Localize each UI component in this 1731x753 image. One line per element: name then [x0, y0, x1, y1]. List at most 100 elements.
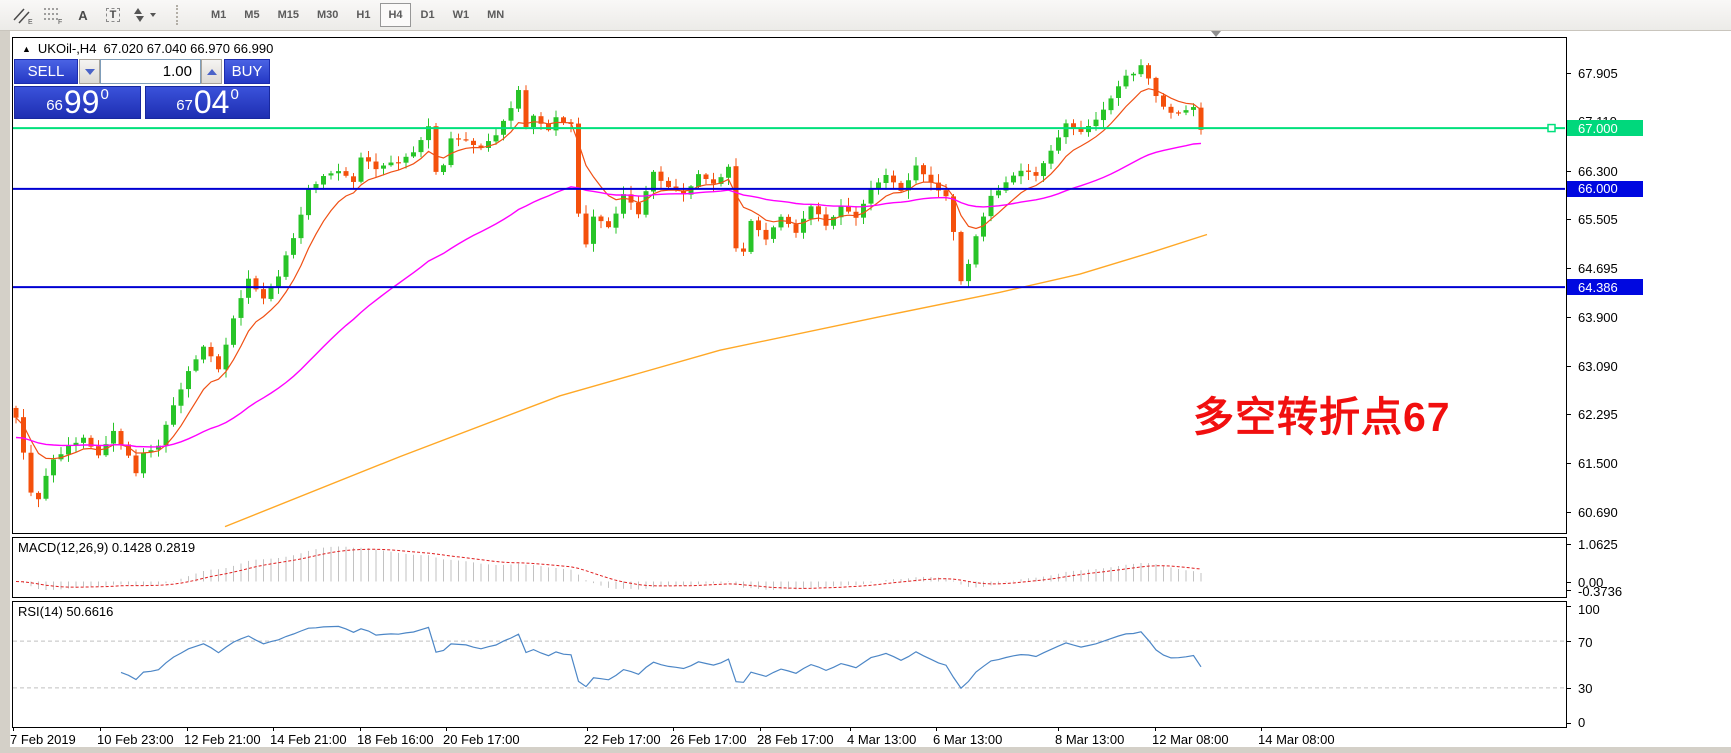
timeframe-button-M30[interactable]: M30 — [316, 9, 339, 21]
price-tick-label: 61.500 — [1578, 455, 1618, 471]
chart-annotation: 多空转折点67 — [1193, 394, 1451, 440]
rsi-tick-mark — [1567, 641, 1571, 643]
volume-increase-button[interactable] — [201, 59, 222, 84]
time-tick-label: 18 Feb 16:00 — [357, 732, 434, 747]
buy-price-button[interactable]: 67 04 0 — [145, 86, 270, 119]
time-tick-mark — [850, 727, 851, 731]
rsi-tick-label: 30 — [1578, 681, 1593, 697]
time-tick-label: 4 Mar 13:00 — [847, 732, 917, 747]
window-bottom-edge — [0, 747, 1731, 753]
timeframe-button-H1[interactable]: H1 — [356, 9, 371, 21]
price-tick-mark — [1567, 316, 1571, 318]
toolbar-separator — [176, 5, 178, 25]
time-tick-label: 8 Mar 13:00 — [1055, 732, 1125, 747]
sell-price-button[interactable]: 66 99 0 — [14, 86, 141, 119]
rsi-tick-label: 100 — [1578, 602, 1600, 617]
macd-tick-label: -0.3736 — [1578, 584, 1623, 599]
time-tick-mark — [936, 727, 937, 731]
price-tick-label: 67.905 — [1578, 66, 1618, 81]
fibonacci-retracement-tool[interactable]: F — [40, 3, 66, 27]
macd-pane[interactable] — [12, 537, 1567, 598]
rsi-pane[interactable] — [12, 601, 1567, 728]
price-tick-label: 60.690 — [1578, 505, 1618, 520]
time-tick-mark — [187, 727, 188, 731]
timeframe-toolbar: M1 M5 M15 M30 H1 H4 D1 W1 MN — [202, 3, 513, 27]
time-tick-label: 20 Feb 17:00 — [443, 732, 520, 747]
arrow-tools[interactable] — [130, 3, 160, 27]
timeframe-button-M5[interactable]: M5 — [244, 9, 260, 21]
price-tick-label: 66.300 — [1578, 163, 1618, 179]
rsi-tick-mark — [1567, 606, 1571, 607]
time-tick-mark — [587, 727, 588, 731]
buy-button[interactable]: BUY — [224, 59, 270, 84]
chart-title: ▲ UKOil-,H4 67.020 67.040 66.970 66.990 — [22, 41, 273, 56]
price-level-badge: 66.000 — [1567, 180, 1643, 197]
macd-tick-label: 1.0625 — [1578, 537, 1618, 552]
triangle-up-icon — [206, 68, 217, 75]
time-tick-label: 26 Feb 17:00 — [670, 732, 747, 747]
triangle-down-icon — [84, 68, 95, 75]
time-tick-mark — [760, 727, 761, 731]
svg-text:E: E — [28, 19, 33, 25]
sell-price-whole: 66 — [46, 97, 63, 114]
timeframe-button-M15[interactable]: M15 — [277, 9, 299, 21]
collapse-arrow-icon: ▲ — [22, 43, 31, 54]
chart-shift-marker — [1211, 31, 1221, 37]
buy-price-whole: 67 — [176, 97, 193, 114]
rsi-tick-mark — [1567, 687, 1571, 689]
timeframe-button-D1[interactable]: D1 — [420, 9, 435, 21]
price-tick-label: 63.900 — [1578, 309, 1618, 325]
equidistant-channel-tool[interactable]: E — [10, 3, 36, 27]
time-tick-mark — [100, 727, 101, 731]
time-tick-mark — [1155, 727, 1156, 731]
price-tick-label: 62.295 — [1578, 407, 1618, 423]
window-left-edge — [0, 31, 10, 753]
time-tick-label: 14 Mar 08:00 — [1258, 732, 1335, 747]
price-level-badge: 67.000 — [1567, 120, 1643, 137]
time-tick-mark — [1261, 727, 1262, 731]
time-tick-mark — [673, 727, 674, 731]
macd-tick-mark — [1567, 590, 1571, 591]
time-tick-label: 12 Mar 08:00 — [1152, 732, 1229, 747]
macd-indicator-label: MACD(12,26,9) 0.1428 0.2819 — [18, 540, 196, 555]
macd-tick-mark — [1567, 543, 1571, 545]
price-tick-mark — [1567, 365, 1571, 367]
time-tick-mark — [13, 727, 14, 731]
price-tick-label: 63.090 — [1578, 358, 1618, 374]
time-tick-mark — [273, 727, 274, 731]
rsi-tick-mark — [1567, 723, 1571, 724]
time-tick-label: 6 Mar 13:00 — [933, 732, 1003, 747]
rsi-tick-label: 0 — [1578, 715, 1586, 730]
rsi-tick-label: 70 — [1578, 634, 1593, 650]
sell-price-fraction: 0 — [100, 86, 109, 103]
timeframe-button-M1[interactable]: M1 — [211, 9, 227, 21]
timeframe-button-W1[interactable]: W1 — [452, 9, 470, 21]
time-tick-mark — [1058, 727, 1059, 731]
symbol-period-label: UKOil-,H4 — [37, 41, 97, 56]
price-tick-mark — [1567, 512, 1571, 513]
price-tick-mark — [1567, 268, 1571, 270]
time-tick-label: 22 Feb 17:00 — [584, 732, 661, 747]
timeframe-button-H4[interactable]: H4 — [380, 3, 411, 27]
time-tick-label: 10 Feb 23:00 — [97, 732, 174, 747]
text-label-tool[interactable]: T — [100, 3, 126, 27]
timeframe-button-MN[interactable]: MN — [487, 9, 505, 21]
time-tick-mark — [360, 727, 361, 731]
time-tick-mark — [446, 727, 447, 731]
price-tick-label: 65.505 — [1578, 212, 1618, 228]
buy-price-pips: 04 — [193, 84, 230, 120]
price-tick-mark — [1567, 462, 1571, 464]
sell-price-pips: 99 — [63, 84, 100, 120]
macd-tick-mark — [1567, 581, 1571, 583]
price-level-badge: 64.386 — [1567, 279, 1643, 296]
price-tick-mark — [1567, 73, 1571, 74]
volume-decrease-button[interactable] — [79, 59, 100, 84]
price-tick-mark — [1567, 414, 1571, 416]
text-tool[interactable]: A — [78, 7, 88, 23]
time-tick-label: 28 Feb 17:00 — [757, 732, 834, 747]
rsi-indicator-label: RSI(14) 50.6616 — [18, 604, 114, 619]
sell-button[interactable]: SELL — [14, 59, 78, 84]
volume-input[interactable] — [100, 59, 201, 84]
